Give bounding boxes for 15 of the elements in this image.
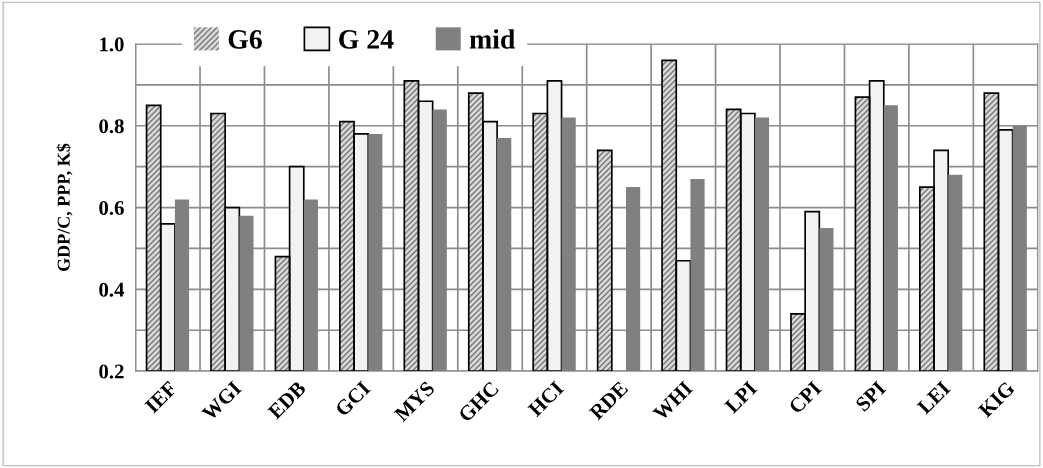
y-axis-title: GDP/C, PPP, K$ [56, 143, 73, 272]
y-tick-label: 1.0 [100, 37, 124, 52]
y-tick-label: 0.6 [99, 200, 124, 216]
x-tick-label: LEI [916, 380, 951, 415]
x-tick-label: SPI [855, 380, 887, 412]
x-tick-label: GCI [334, 380, 372, 417]
x-tick-label: IEF [144, 380, 178, 414]
x-tick-label: CPI [788, 380, 823, 415]
y-tick-label: 0.8 [99, 119, 124, 134]
y-tick-label: 0.4 [99, 282, 125, 297]
legend-label: mid [469, 29, 516, 49]
y-tick-label: 0.2 [99, 364, 124, 379]
legend-label: G6 [228, 30, 262, 49]
legend-label: G 24 [339, 30, 394, 49]
x-tick-label: LPI [724, 380, 758, 414]
